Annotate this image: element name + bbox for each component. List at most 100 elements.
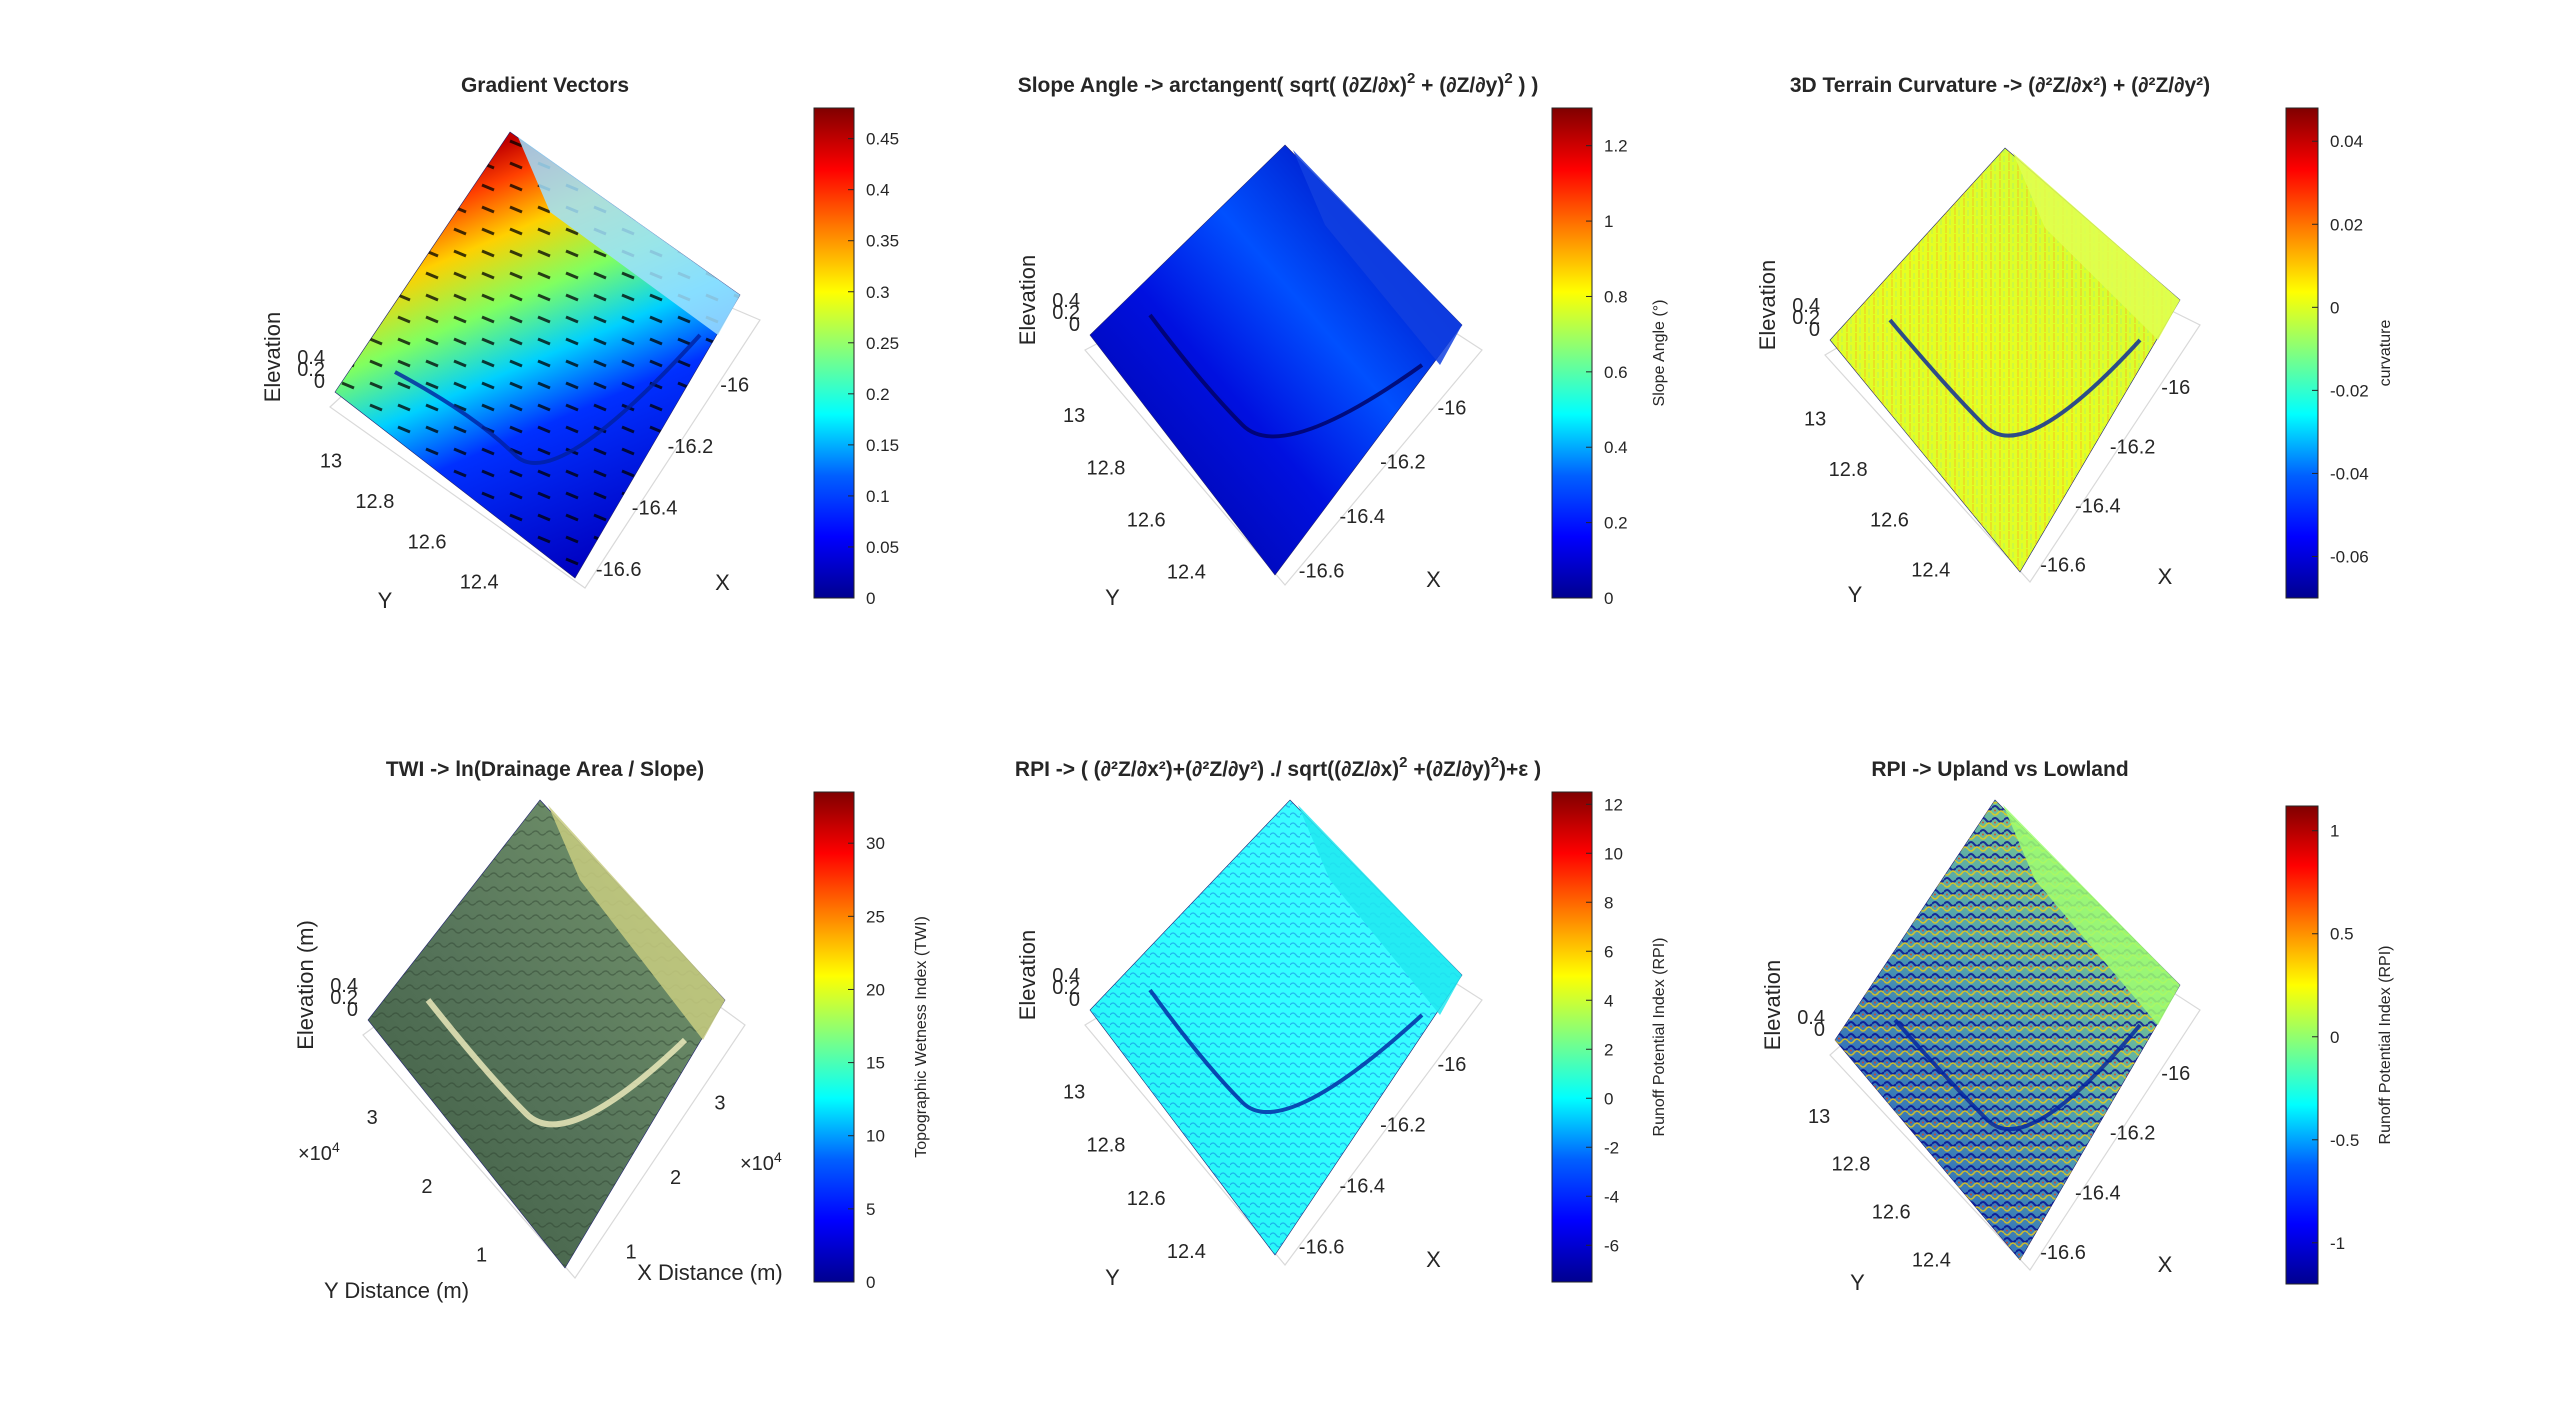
colorbar-tick-label: 0 bbox=[866, 589, 875, 608]
colorbar-tick-label: 1 bbox=[2330, 822, 2339, 841]
drainage-channel bbox=[1893, 1018, 2142, 1131]
colorbar-label: Topographic Wetness Index (TWI) bbox=[913, 916, 930, 1158]
z-tick-label: 0 bbox=[1069, 989, 1080, 1011]
x-tick-label: -16 bbox=[720, 375, 749, 397]
terrain-sheet bbox=[1293, 150, 1462, 365]
y-tick-label: 13 bbox=[1063, 405, 1085, 427]
colorbar-tick-label: -0.02 bbox=[2330, 381, 2369, 400]
colorbar-tick-label: 0.25 bbox=[866, 334, 899, 353]
colorbar-label: Runoff Potential Index (RPI) bbox=[1651, 938, 1668, 1137]
colorbar-tick-label: -0.04 bbox=[2330, 464, 2369, 483]
x-tick-label: 1 bbox=[626, 1241, 637, 1263]
title-text: Slope Angle -> arctangent( sqrt( (∂Z/∂x) bbox=[1018, 74, 1407, 97]
y-exponent-power: 4 bbox=[332, 1139, 340, 1155]
terrain-sheet bbox=[2013, 153, 2180, 340]
colorbar-tick-label: 0.2 bbox=[866, 385, 890, 404]
colorbar bbox=[2285, 107, 2319, 599]
z-tick-label: 0 bbox=[1069, 314, 1080, 336]
colorbar-tick-label: 0.4 bbox=[866, 181, 890, 200]
panel-3: 3D Terrain Curvature -> (∂²Z/∂x²) + (∂²Z… bbox=[1755, 74, 2394, 607]
colorbar-tick-label: 2 bbox=[1604, 1040, 1613, 1059]
colorbar-tick-label: 20 bbox=[866, 980, 885, 999]
colorbar-tick-label: -2 bbox=[1604, 1138, 1619, 1157]
z-tick-label: 0.2 bbox=[1792, 307, 1820, 329]
y-axis-label: Y bbox=[378, 588, 393, 613]
y-axis-label: Y bbox=[1105, 585, 1120, 610]
colorbar-tick-label: 25 bbox=[866, 907, 885, 926]
colorbar-tick-label: 1 bbox=[1604, 212, 1613, 231]
colorbar-tick-label: 6 bbox=[1604, 942, 1613, 961]
z-axis-label: Elevation bbox=[1760, 960, 1785, 1051]
y-tick-label: 13 bbox=[1808, 1106, 1830, 1128]
z-axis-label: Elevation bbox=[1015, 930, 1040, 1021]
title-text: )+ε ) bbox=[1499, 758, 1541, 781]
colorbar-tick-label: 0 bbox=[1604, 1089, 1613, 1108]
colorbar-tick-label: 0.5 bbox=[2330, 925, 2354, 944]
terrain-sheet bbox=[1298, 805, 1462, 1015]
terrain-texture bbox=[1835, 800, 2180, 1260]
y-tick-label: 12.8 bbox=[1829, 459, 1868, 481]
title-superscript: 2 bbox=[1491, 754, 1499, 771]
x-axis-label: X Distance (m) bbox=[637, 1260, 782, 1285]
x-tick-label: -16.4 bbox=[1339, 1176, 1385, 1198]
panel-5: RPI -> ( (∂²Z/∂x²)+(∂²Z/∂y²) ./ sqrt((∂Z… bbox=[1015, 754, 1668, 1290]
colorbar-tick-label: 0 bbox=[866, 1273, 875, 1292]
title-superscript: 2 bbox=[1407, 70, 1415, 87]
y-tick-label: 12.8 bbox=[355, 491, 394, 513]
z-tick-label: 0.4 bbox=[297, 347, 325, 369]
x-tick-label: -16.4 bbox=[632, 498, 678, 520]
colorbar-tick-label: 10 bbox=[866, 1127, 885, 1146]
title-text: + (∂Z/∂y) bbox=[1415, 74, 1504, 97]
y-exponent-label: ×104 bbox=[298, 1139, 340, 1165]
colorbar-tick-label: 30 bbox=[866, 834, 885, 853]
colorbar-tick-label: 0.6 bbox=[1604, 363, 1628, 382]
y-tick-label: 1 bbox=[476, 1245, 487, 1267]
z-axis-label: Elevation bbox=[260, 312, 285, 403]
x-tick-label: -16 bbox=[1437, 1054, 1466, 1076]
y-axis-label: Y bbox=[1850, 1270, 1865, 1295]
panel-title: Gradient Vectors bbox=[461, 74, 629, 97]
y-tick-label: 12.4 bbox=[1167, 1241, 1206, 1263]
colorbar-tick-label: 0.8 bbox=[1604, 287, 1628, 306]
y-axis-label: Y Distance (m) bbox=[324, 1278, 469, 1303]
colorbar-tick-label: -6 bbox=[1604, 1236, 1619, 1255]
title-text: ) ) bbox=[1513, 74, 1539, 97]
x-axis-label: X bbox=[1426, 567, 1441, 592]
x-tick-label: -16.6 bbox=[1299, 1236, 1345, 1258]
y-tick-label: 12.6 bbox=[1127, 510, 1166, 532]
colorbar-tick-label: -0.06 bbox=[2330, 547, 2369, 566]
x-tick-label: -16.6 bbox=[596, 559, 642, 581]
y-tick-label: 12.4 bbox=[1912, 1249, 1951, 1271]
z-tick-label: 0.4 bbox=[1792, 295, 1820, 317]
y-tick-label: 13 bbox=[320, 450, 342, 472]
y-axis-label: Y bbox=[1848, 582, 1863, 607]
drainage-channel bbox=[1888, 318, 2142, 438]
colorbar-tick-label: 0 bbox=[2330, 1028, 2339, 1047]
y-tick-label: 12.8 bbox=[1831, 1154, 1870, 1176]
terrain-sheet bbox=[548, 805, 725, 1040]
x-tick-label: -16 bbox=[2161, 377, 2190, 399]
terrain-sheet bbox=[518, 137, 740, 335]
colorbar-tick-label: -1 bbox=[2330, 1234, 2345, 1253]
colorbar-tick-label: 1.2 bbox=[1604, 137, 1628, 156]
colorbar-tick-label: 8 bbox=[1604, 893, 1613, 912]
y-axis-label: Y bbox=[1105, 1265, 1120, 1290]
z-tick-label: 0.4 bbox=[1052, 965, 1080, 987]
colorbar bbox=[813, 791, 855, 1283]
colorbar-tick-label: 0.2 bbox=[1604, 514, 1628, 533]
z-tick-label: 0 bbox=[1809, 319, 1820, 341]
colorbar-tick-label: 5 bbox=[866, 1200, 875, 1219]
x-tick-label: 2 bbox=[670, 1167, 681, 1189]
x-tick-label: 3 bbox=[714, 1092, 725, 1114]
x-tick-label: -16.6 bbox=[2040, 555, 2086, 577]
drainage-channel bbox=[394, 333, 702, 465]
colorbar bbox=[2285, 805, 2319, 1285]
y-tick-label: 3 bbox=[367, 1107, 378, 1129]
y-tick-label: 12.4 bbox=[1167, 562, 1206, 584]
colorbar bbox=[813, 107, 855, 599]
title-text: RPI -> ( (∂²Z/∂x²)+(∂²Z/∂y²) ./ sqrt((∂Z… bbox=[1015, 758, 1399, 781]
x-tick-label: -16.4 bbox=[2075, 1182, 2121, 1204]
x-axis-label: X bbox=[1426, 1247, 1441, 1272]
z-axis-label: Elevation (m) bbox=[293, 920, 318, 1050]
y-tick-label: 13 bbox=[1804, 408, 1826, 430]
